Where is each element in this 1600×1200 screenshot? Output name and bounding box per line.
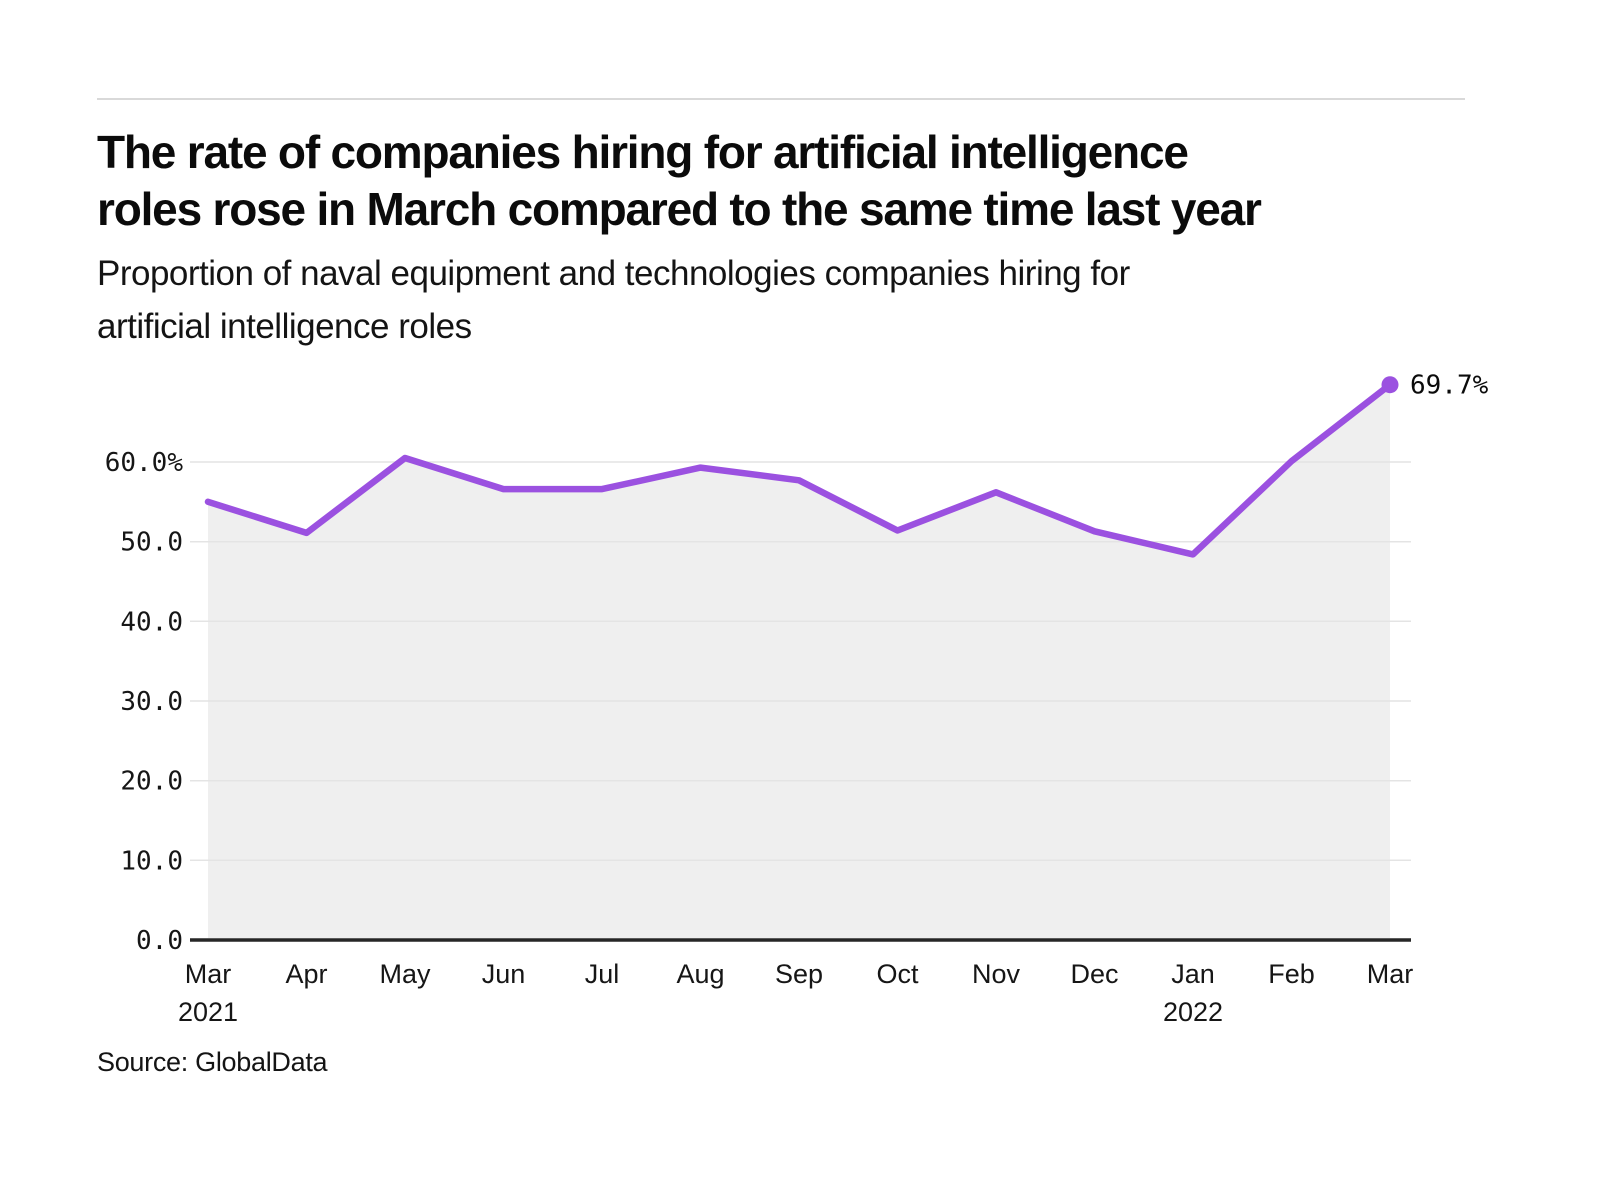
series-line — [204, 381, 1394, 558]
chart-subtitle-line1: Proportion of naval equipment and techno… — [97, 254, 1130, 293]
top-rule — [97, 98, 1465, 100]
series-area-fill — [208, 384, 1390, 938]
x-tick-label: Mar — [1367, 959, 1414, 989]
source-note: Source: GlobalData — [97, 1047, 328, 1077]
x-tick-year-label: 2022 — [1163, 997, 1223, 1027]
x-tick-label: Jun — [482, 959, 526, 989]
x-tick-label: Sep — [775, 959, 823, 989]
x-tick-year-label: 2021 — [178, 997, 238, 1027]
y-tick-label: 30.0 — [120, 687, 183, 717]
x-tick-label: Dec — [1070, 959, 1118, 989]
chart-subtitle-line2: artificial intelligence roles — [97, 307, 472, 346]
x-tick-label: Jan — [1171, 959, 1215, 989]
x-tick-label: May — [379, 959, 431, 989]
page-title-line1: The rate of companies hiring for artific… — [97, 126, 1189, 178]
y-tick-label: 40.0 — [120, 607, 183, 637]
x-tick-label: Aug — [676, 959, 724, 989]
y-tick-label: 10.0 — [120, 846, 183, 876]
chart-subtitle: Proportion of naval equipment and techno… — [97, 247, 1130, 353]
y-tick-label: 20.0 — [120, 767, 183, 797]
x-tick-label: Feb — [1268, 959, 1315, 989]
y-tick-label: 50.0 — [120, 528, 183, 558]
page-title-line2: roles rose in March compared to the same… — [97, 183, 1262, 235]
x-tick-label: Mar — [185, 959, 232, 989]
y-tick-label: 60.0% — [105, 448, 184, 478]
last-point-marker — [1381, 376, 1399, 394]
x-tick-label: Jul — [585, 959, 620, 989]
x-tick-label: Apr — [285, 959, 327, 989]
x-tick-label: Oct — [876, 959, 919, 989]
y-tick-label: 0.0 — [136, 926, 183, 956]
last-point-value-label: 69.7% — [1410, 371, 1489, 401]
x-tick-label: Nov — [972, 959, 1021, 989]
page-title: The rate of companies hiring for artific… — [97, 124, 1262, 238]
